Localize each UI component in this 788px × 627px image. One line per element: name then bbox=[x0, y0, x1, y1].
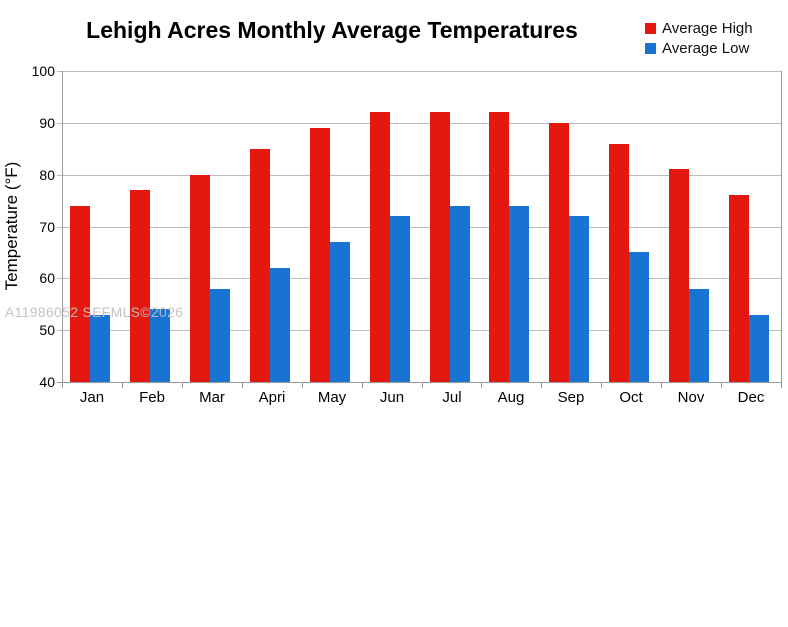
bar-average-low-dec bbox=[749, 315, 769, 382]
average-low-swatch-icon bbox=[645, 42, 656, 54]
gridline-90 bbox=[57, 123, 782, 124]
y-axis-tick-label: 80 bbox=[39, 167, 55, 183]
y-axis-tick-label: 90 bbox=[39, 115, 55, 131]
average-high-swatch-icon bbox=[645, 22, 656, 34]
legend-label-average-high: Average High bbox=[662, 19, 753, 37]
bar-average-high-aug bbox=[489, 112, 509, 382]
gridline-70 bbox=[57, 227, 782, 228]
bar-average-high-mar bbox=[190, 175, 210, 382]
x-axis-tick bbox=[422, 383, 423, 388]
x-axis-tick-label: Nov bbox=[677, 389, 705, 406]
bar-average-high-apri bbox=[250, 149, 270, 382]
gridline-40 bbox=[57, 382, 782, 383]
bar-average-low-oct bbox=[629, 252, 649, 382]
y-axis-title: Temperature (°F) bbox=[2, 161, 21, 291]
x-axis-tick-label: Jul bbox=[442, 389, 462, 406]
y-axis-tick-label: 40 bbox=[39, 374, 55, 390]
bar-average-high-jan bbox=[70, 206, 90, 382]
x-axis-tick-label: Aug bbox=[497, 389, 525, 406]
x-axis-tick bbox=[302, 383, 303, 388]
x-axis-tick-label: Jun bbox=[379, 389, 405, 406]
x-axis-tick-label: Dec bbox=[737, 389, 765, 406]
x-axis-tick bbox=[242, 383, 243, 388]
legend-label-average-low: Average Low bbox=[662, 39, 750, 57]
y-axis-tick-label: 70 bbox=[39, 219, 55, 235]
y-axis-line bbox=[62, 71, 63, 383]
bar-average-low-may bbox=[330, 242, 350, 382]
gridline-80 bbox=[57, 175, 782, 176]
bar-average-high-nov bbox=[669, 169, 689, 382]
x-axis-tick bbox=[182, 383, 183, 388]
x-axis-tick-label: Mar bbox=[199, 389, 225, 406]
x-axis-tick-label: May bbox=[317, 389, 347, 406]
bar-average-high-dec bbox=[729, 195, 749, 382]
watermark: A11986052 SEFMLS©2026 bbox=[5, 304, 184, 320]
x-axis-tick bbox=[781, 383, 782, 388]
x-axis-tick bbox=[541, 383, 542, 388]
bar-average-high-feb bbox=[130, 190, 150, 382]
bar-average-high-jun bbox=[370, 112, 390, 382]
legend-item-average-high: Average High bbox=[645, 18, 753, 38]
x-axis-tick bbox=[62, 383, 63, 388]
bar-average-low-jun bbox=[390, 216, 410, 382]
plot-right-border bbox=[781, 71, 782, 383]
bar-average-low-nov bbox=[689, 289, 709, 382]
chart-title: Lehigh Acres Monthly Average Temperature… bbox=[86, 17, 578, 43]
y-axis-tick-label: 50 bbox=[39, 322, 55, 338]
bar-average-low-jan bbox=[90, 315, 110, 382]
gridline-50 bbox=[57, 330, 782, 331]
x-axis-tick bbox=[721, 383, 722, 388]
bar-average-low-apri bbox=[270, 268, 290, 382]
bar-average-low-jul bbox=[450, 206, 470, 382]
y-axis-tick-label: 100 bbox=[31, 63, 55, 79]
bar-average-high-jul bbox=[430, 112, 450, 382]
x-axis-tick bbox=[481, 383, 482, 388]
legend-item-average-low: Average Low bbox=[645, 38, 753, 58]
x-axis-tick-label: Feb bbox=[139, 389, 165, 406]
legend: Average High Average Low bbox=[645, 18, 753, 58]
bar-average-low-aug bbox=[509, 206, 529, 382]
bar-average-low-mar bbox=[210, 289, 230, 382]
x-axis-tick-label: Jan bbox=[79, 389, 105, 406]
x-axis-tick-label: Oct bbox=[619, 389, 643, 406]
gridline-100 bbox=[57, 71, 782, 72]
x-axis-tick-label: Sep bbox=[557, 389, 585, 406]
bar-average-low-feb bbox=[150, 309, 170, 382]
bar-average-high-oct bbox=[609, 144, 629, 382]
x-axis-tick bbox=[122, 383, 123, 388]
gridline-60 bbox=[57, 278, 782, 279]
bar-average-high-sep bbox=[549, 123, 569, 382]
bar-average-high-may bbox=[310, 128, 330, 382]
x-axis-tick-label: Apri bbox=[258, 389, 286, 406]
x-axis-tick bbox=[362, 383, 363, 388]
bar-average-low-sep bbox=[569, 216, 589, 382]
x-axis-tick bbox=[601, 383, 602, 388]
y-axis-tick-label: 60 bbox=[39, 270, 55, 286]
x-axis-tick bbox=[661, 383, 662, 388]
